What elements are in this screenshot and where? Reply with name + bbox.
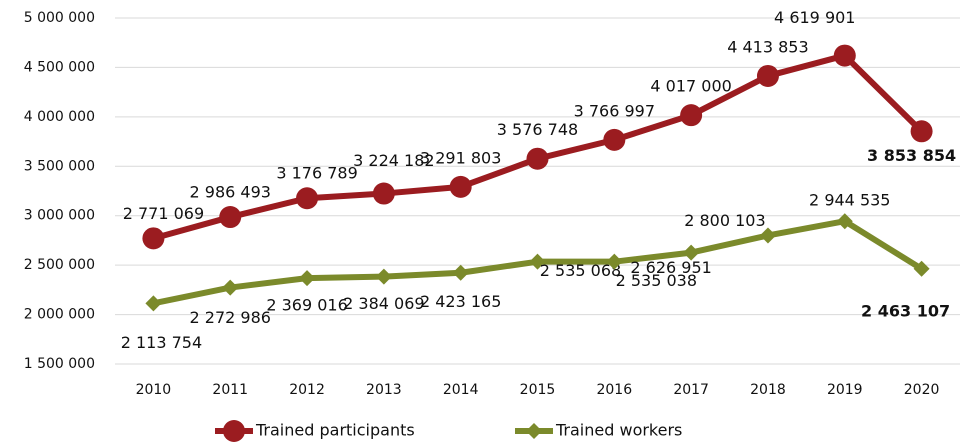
x-tick-label: 2017 [673,382,709,398]
y-tick-label: 2 500 000 [24,257,95,273]
data-point [606,253,623,270]
data-point [296,187,319,210]
data-label: 2 369 016 [266,296,347,315]
data-label: 2 463 107 [861,301,950,320]
x-tick-label: 2020 [904,382,940,398]
legend-marker [223,420,245,442]
y-tick-label: 3 000 000 [24,208,95,224]
x-tick-label: 2015 [520,382,556,398]
data-point [683,244,700,261]
y-tick-label: 1 500 000 [24,356,95,372]
x-tick-label: 2011 [212,382,248,398]
data-label: 4 619 901 [774,8,855,27]
data-label: 4 413 853 [727,37,808,56]
x-tick-label: 2014 [443,382,479,398]
y-tick-label: 2 000 000 [24,307,95,323]
data-label: 3 291 803 [420,148,501,167]
data-label: 2 384 069 [343,294,424,313]
x-tick-label: 2010 [136,382,172,398]
data-point [145,295,162,312]
data-label: 3 176 789 [276,164,357,183]
data-label: 2 272 986 [190,308,271,327]
data-point [603,128,626,151]
x-tick-label: 2013 [366,382,402,398]
data-label: 2 986 493 [190,183,271,202]
y-tick-label: 5 000 000 [24,10,95,26]
legend-marker [526,423,542,439]
data-label: 3 224 182 [353,151,434,170]
data-point [756,64,779,87]
data-point [913,260,930,277]
legend-label: Trained participants [255,421,415,440]
data-label: 2 800 103 [684,211,765,230]
data-point [375,268,392,285]
series-line [152,52,924,242]
data-label: 2 944 535 [809,191,890,210]
y-tick-label: 4 000 000 [24,109,95,125]
data-label: 4 017 000 [650,77,731,96]
data-label: 2 626 951 [630,258,711,277]
data-point [299,270,316,287]
data-label: 2 113 754 [121,333,202,352]
data-label: 2 771 069 [123,204,204,223]
data-point [680,104,703,127]
data-point [833,44,856,67]
data-point [836,213,853,230]
data-point [142,227,165,250]
data-point [222,279,239,296]
x-tick-label: 2016 [596,382,632,398]
data-point [372,182,395,205]
y-tick-label: 3 500 000 [24,158,95,174]
data-label: 2 423 165 [420,292,501,311]
data-point [449,175,472,198]
data-label: 3 576 748 [497,120,578,139]
data-point [529,253,546,270]
x-tick-label: 2012 [289,382,325,398]
data-label: 3 853 854 [867,146,956,165]
x-tick-label: 2019 [827,382,863,398]
data-point [219,206,242,229]
data-point [910,120,933,143]
data-point [526,147,549,170]
data-label: 2 535 038 [616,271,697,290]
data-label: 3 766 997 [574,101,655,120]
data-point [452,264,469,281]
y-tick-label: 4 500 000 [24,59,95,75]
x-tick-label: 2018 [750,382,786,398]
data-label: 2 535 068 [540,261,621,280]
legend-label: Trained workers [555,421,682,440]
data-point [759,227,776,244]
